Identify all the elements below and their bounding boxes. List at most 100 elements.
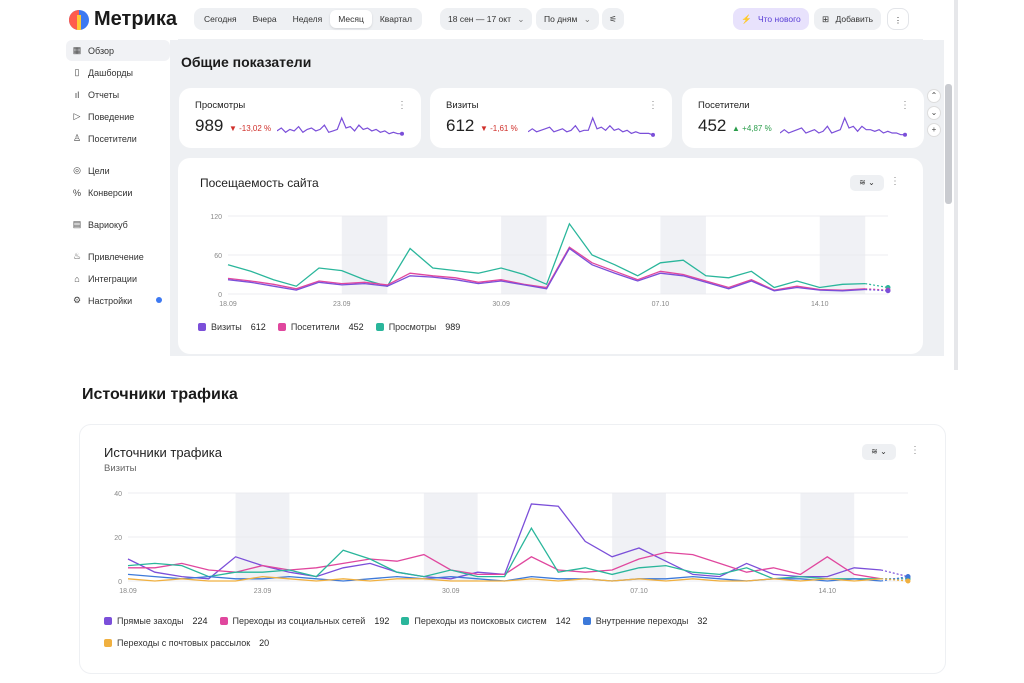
series-line [227,222,866,289]
kpi-sparkline [780,116,907,137]
sidebar-item-6[interactable]: % Конверсии [66,182,170,203]
more-vertical-icon[interactable]: ⋮ [648,100,658,111]
checkbox-icon[interactable] [219,617,228,625]
period-tab-3[interactable]: Месяц [330,10,372,28]
logo[interactable]: Метрика [68,8,177,31]
percent-icon: % [72,187,81,198]
kpi-card-0[interactable]: Просмотры 989 ▼ -13,02 % ⋮ [179,88,421,148]
sidebar-item-3[interactable]: ▷ Поведение [66,106,170,127]
more-vertical-icon[interactable]: ⋮ [900,100,910,111]
legend-value: 32 [697,616,708,626]
legend-item[interactable]: Посетители 452 [277,316,364,338]
sidebar-item-4[interactable]: ♙ Посетители [66,128,170,149]
legend-item[interactable]: Прямые заходы 224 [104,610,208,632]
add-button[interactable]: ⊞ Добавить [814,8,882,30]
kpi-sparkline [528,116,655,137]
chevron-up-icon: ⌃ [930,91,938,100]
legend-value: 612 [250,322,266,332]
legend-item[interactable]: Визиты 612 [198,316,266,338]
checkbox-icon[interactable] [104,639,112,647]
kpi-delta: ▲ +4,87 % [732,124,772,133]
checkbox-icon[interactable] [198,323,206,331]
plus-icon: + [931,125,937,134]
legend-value: 224 [192,616,208,626]
period-tab-2[interactable]: Неделя [292,14,323,24]
sidebar-item-0[interactable]: ▦ Обзор [66,40,170,61]
kpi-value: 612 [446,116,475,135]
sidebar-item-label: Настройки [88,295,133,306]
play-icon: ▷ [73,111,81,121]
sidebar-item-9[interactable]: ⌂ Интеграции [66,268,170,289]
period-tab-0[interactable]: Сегодня [204,14,237,24]
sidebar-item-1[interactable]: ▯ Дашборды [66,62,170,83]
sidebar-item-5[interactable]: ◎ Цели [66,160,170,181]
period-tab-4[interactable]: Квартал [379,14,412,24]
attendance-title: Посещаемость сайта [200,176,319,190]
series-forecast-line [880,569,909,578]
more-menu-button[interactable]: ⋮ [887,8,909,30]
more-vertical-icon[interactable]: ⋮ [910,445,920,456]
y-tick-label: 120 [210,214,222,221]
period-selector: Сегодня Вчера Неделя Месяц Квартал [194,8,422,30]
checkbox-icon[interactable] [277,323,286,331]
date-range-picker[interactable]: 18 сен — 17 окт ⌄ [440,8,533,30]
series-end-point [905,578,911,584]
more-vertical-icon[interactable]: ⋮ [397,100,407,111]
legend-item[interactable]: Внутренние переходы 32 [582,610,708,632]
sparkline-path [277,116,402,135]
sidebar-nav: ▦ Обзор ▯ Дашборды ıl Отчеты ▷ Поведение ♙ Посети… [66,40,170,312]
sparkline-end-dot [651,132,655,137]
chart-type-select[interactable]: ≋ ⌄ [862,444,896,460]
scroll-up-button[interactable]: ⌃ [927,89,941,103]
grouping-select[interactable]: По дням ⌄ [536,8,599,30]
chart-type-select[interactable]: ≋ ⌄ [850,175,884,191]
chart-line-icon: ≋ ⌄ [871,447,887,456]
more-vertical-icon[interactable]: ⋮ [890,176,900,187]
checkbox-icon[interactable] [401,617,410,625]
sidebar-item-8[interactable]: ♨ Привлечение [66,246,170,267]
add-metric-button[interactable]: + [927,123,941,137]
legend-label: Переходы из поисковых систем [414,616,547,626]
kpi-card-1[interactable]: Визиты 612 ▼ -1,61 % ⋮ [430,88,672,148]
checkbox-icon[interactable] [104,617,112,625]
filters-button[interactable]: ⚟ [602,8,624,30]
attendance-chart: 0 60 120 18.09 23.09 30.09 07.10 14.10 [210,214,891,308]
legend-item[interactable]: Просмотры 989 [375,316,460,338]
scrollbar-thumb[interactable] [945,84,952,204]
notification-dot [156,297,162,303]
sidebar-item-7[interactable]: ▤ Вариокуб [66,214,170,235]
toolbar: Сегодня Вчера Неделя Месяц Квартал 18 сен — … [178,0,923,40]
kpi-delta: ▼ -1,61 % [480,124,518,133]
checkbox-icon[interactable] [582,617,591,625]
sparkline-end-dot [400,131,404,136]
sidebar-item-10[interactable]: ⚙ Настройки [66,290,170,311]
checkbox-icon[interactable] [375,323,384,331]
sidebar-item-label: Посетители [88,133,137,144]
series-end-point [885,288,891,294]
series-line [227,247,866,292]
legend-label: Переходы с почтовых рассылок [117,638,251,648]
chart-line-icon: ≋ ⌄ [859,178,875,187]
kpi-card-2[interactable]: Посетители 452 ▲ +4,87 % ⋮ [682,88,924,148]
sidebar-item-2[interactable]: ıl Отчеты [66,84,170,105]
legend-item[interactable]: Переходы из поисковых систем 142 [401,610,571,632]
x-tick-label: 23.09 [333,301,351,308]
whats-new-button[interactable]: ⚡ Что нового [733,8,809,30]
legend-label: Прямые заходы [117,616,184,626]
x-tick-label: 30.09 [492,301,510,308]
traffic-legend: Прямые заходы 224 Переходы из социальных… [104,610,824,654]
period-tab-1[interactable]: Вчера [252,14,277,24]
legend-label: Просмотры [388,322,437,332]
whats-new-label: Что нового [757,14,801,24]
series-end-point [905,574,911,580]
traffic-chart: 0 20 40 18.09 23.09 30.09 07.10 14.10 [114,491,911,595]
scroll-down-button[interactable]: ⌄ [927,106,941,120]
scrollbar-track[interactable] [954,0,958,370]
sidebar-item-label: Цели [88,165,110,176]
series-forecast-line [881,576,909,582]
legend-item[interactable]: Переходы из социальных сетей 192 [219,610,389,632]
widgets-icon: ⊞ [822,14,830,24]
series-line [127,575,882,582]
legend-item[interactable]: Переходы с почтовых рассылок 20 [104,632,269,654]
kpi-title: Посетители [698,100,750,111]
